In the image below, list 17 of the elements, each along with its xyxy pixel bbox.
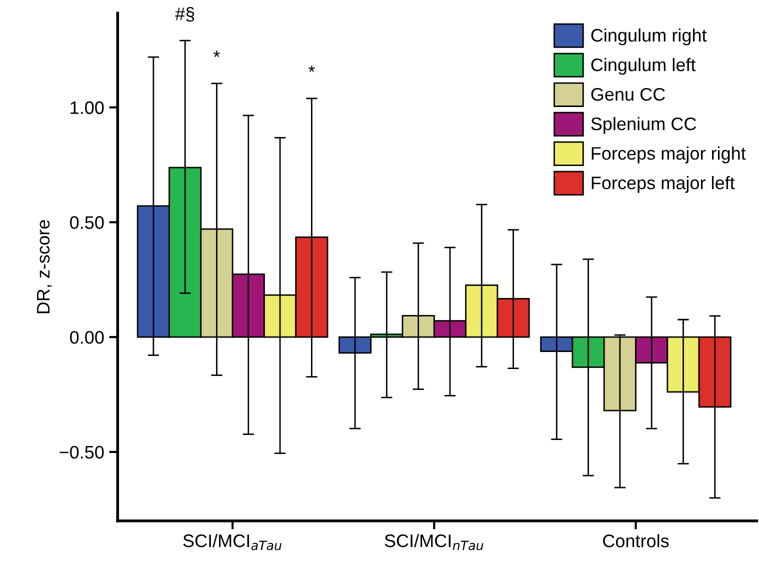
annotation: #§ bbox=[175, 7, 194, 22]
y-tick-label: 0.00 bbox=[70, 331, 104, 344]
y-tick-label: −0.50 bbox=[60, 446, 104, 459]
annotation: * bbox=[214, 50, 220, 57]
legend-label: Cingulum left bbox=[591, 58, 696, 75]
y-tick-label: 1.00 bbox=[70, 101, 104, 114]
y-axis-title: DR, z-score bbox=[37, 220, 52, 314]
legend-label: Forceps major right bbox=[592, 146, 746, 164]
legend-label: Genu CC bbox=[591, 88, 665, 101]
legend-label: Forceps major left bbox=[592, 176, 735, 193]
legend-label: Splenium CC bbox=[591, 117, 696, 134]
legend-label: Cingulum right bbox=[591, 28, 707, 46]
x-tick-label: SCI/MCI$_{nTau}$ bbox=[384, 534, 484, 550]
y-tick-label: 0.50 bbox=[70, 216, 104, 229]
x-tick-label: SCI/MCI$_{aTau}$ bbox=[183, 534, 282, 550]
x-tick-label: Controls bbox=[603, 534, 669, 548]
annotation: * bbox=[308, 66, 315, 72]
